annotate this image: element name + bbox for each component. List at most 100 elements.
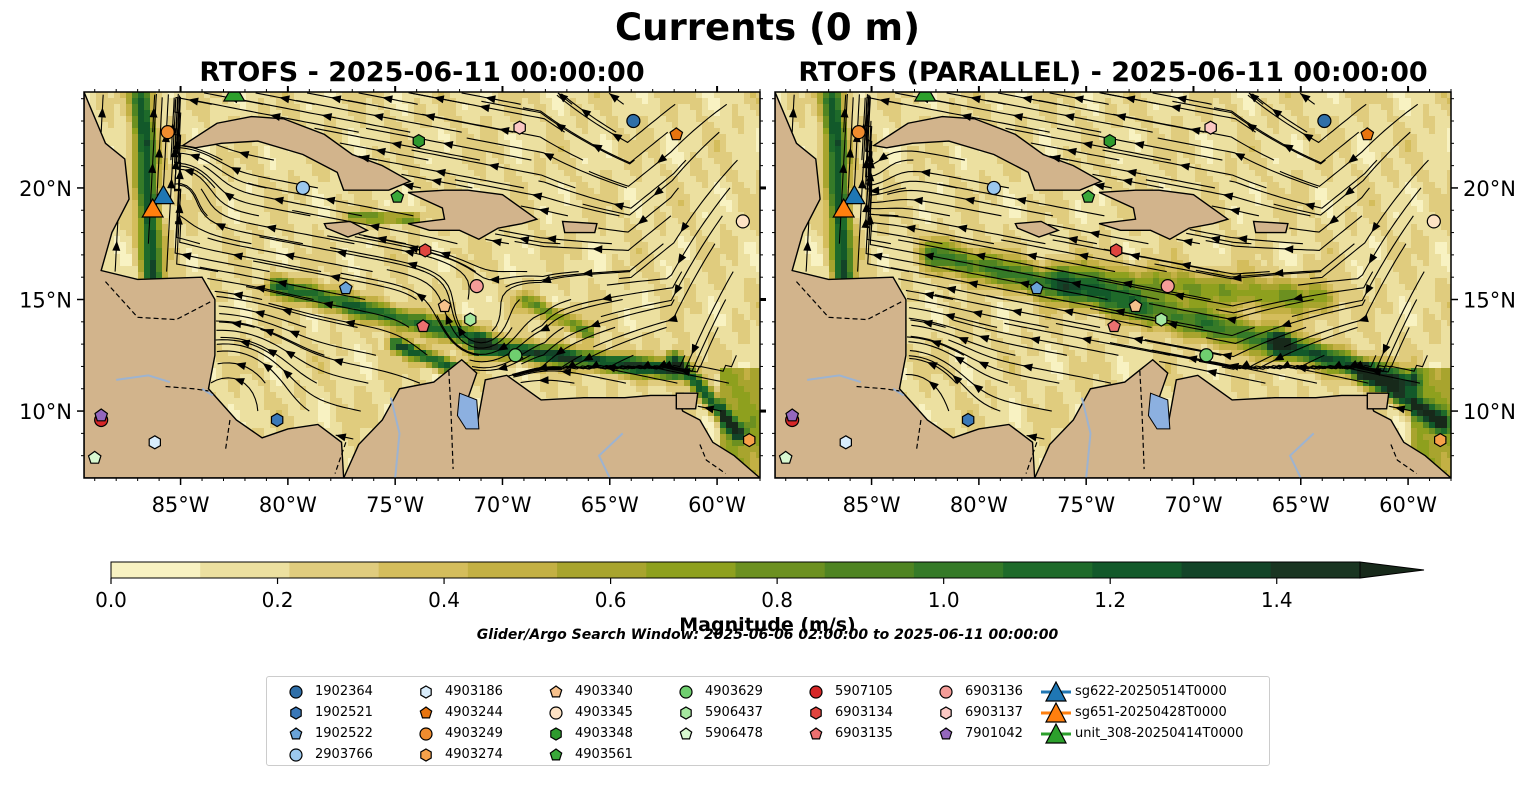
streamline-arrow bbox=[656, 153, 668, 164]
streamline-arrow bbox=[329, 273, 341, 282]
streamline-arrow bbox=[967, 280, 979, 289]
colorbar-bin bbox=[1181, 562, 1272, 578]
streamline-arrow bbox=[840, 107, 849, 118]
streamline-arrow bbox=[923, 252, 935, 261]
colorbar-tick-label: 0.0 bbox=[95, 588, 127, 612]
streamline-arrow bbox=[637, 214, 649, 225]
legend-item: 4903274 bbox=[407, 744, 503, 765]
streamline-arrow bbox=[1283, 245, 1294, 254]
streamline-arrow bbox=[956, 224, 968, 233]
streamline-arrow bbox=[254, 310, 265, 318]
land bbox=[180, 115, 412, 191]
colorbar-extend bbox=[1359, 561, 1425, 579]
legend-label: 5906437 bbox=[705, 705, 763, 720]
streamline-arrow bbox=[234, 378, 245, 386]
map-panel-left: 85°W 80°W 75°W 70°W 65°W 60°W 20°N 15°N 10°N bbox=[19, 86, 766, 517]
lake bbox=[1147, 392, 1171, 430]
colorbar-tick-label: 0.8 bbox=[761, 588, 793, 612]
pentagon-marker-icon bbox=[927, 723, 965, 744]
streamline-arrow bbox=[539, 323, 551, 332]
streamline-arrow bbox=[230, 167, 242, 175]
streamline-arrow bbox=[601, 293, 612, 302]
streamline-arrow bbox=[235, 362, 247, 370]
streamline-arrow bbox=[359, 154, 370, 163]
streamline-arrow bbox=[609, 93, 620, 103]
land bbox=[1252, 220, 1289, 234]
marker-4903345 bbox=[1426, 214, 1441, 229]
streamline-arrow bbox=[1358, 314, 1369, 323]
streamline-arrow bbox=[1094, 182, 1105, 191]
streamline-arrow bbox=[613, 202, 625, 211]
streamline-arrow bbox=[1302, 133, 1314, 142]
border bbox=[225, 419, 231, 450]
streamline-arrow bbox=[433, 95, 445, 104]
colorbar-bin bbox=[289, 562, 380, 578]
glider-sg651-20250428T0000 bbox=[141, 197, 165, 218]
marker-1902364 bbox=[626, 113, 641, 129]
lon-tick-label: 70°W bbox=[473, 493, 531, 517]
streamline-arrow bbox=[877, 152, 889, 162]
streamline-arrow bbox=[1280, 319, 1292, 328]
legend-item: sg651-20250428T0000 bbox=[1037, 702, 1243, 723]
colorbar-tick-label: 0.4 bbox=[428, 588, 460, 612]
streamline-arrow bbox=[1050, 154, 1061, 163]
streamline-arrow bbox=[945, 285, 957, 294]
streamline-arrow bbox=[978, 361, 989, 370]
land bbox=[323, 220, 370, 238]
streamline-arrow bbox=[1066, 147, 1077, 156]
legend-item: 6903135 bbox=[797, 723, 893, 744]
marker-4903340 bbox=[1128, 298, 1143, 313]
streamline-arrow bbox=[1082, 141, 1093, 149]
streamline-arrow bbox=[332, 358, 344, 366]
marker-6903136 bbox=[469, 279, 484, 294]
legend-label: 6903136 bbox=[965, 684, 1023, 699]
river bbox=[807, 374, 862, 384]
streamline-arrow bbox=[839, 162, 848, 174]
streamline-arrow bbox=[497, 363, 508, 372]
pentagon-marker-icon bbox=[797, 723, 835, 744]
legend-label: 1902521 bbox=[315, 705, 373, 720]
land bbox=[84, 92, 345, 478]
streamline-arrow bbox=[344, 319, 356, 328]
streamline-arrow bbox=[1221, 352, 1233, 361]
streamline-arrow bbox=[1167, 321, 1178, 329]
river bbox=[389, 397, 401, 478]
streamline-arrow bbox=[1064, 113, 1075, 121]
marker-6903137 bbox=[513, 120, 526, 135]
search-window-text: Glider/Argo Search Window: 2025-06-06 02… bbox=[476, 627, 1059, 643]
colorbar-bin bbox=[200, 562, 290, 578]
streamline-arrow bbox=[1347, 153, 1359, 164]
legend: 1902364 1902521 1902522 2903766 4903186 49032… bbox=[266, 676, 1270, 766]
land bbox=[675, 392, 699, 410]
streamline-arrow bbox=[1231, 273, 1242, 282]
streamline-arrow bbox=[181, 252, 192, 261]
hexagon-marker-icon bbox=[277, 702, 315, 723]
colorbar-bin bbox=[824, 562, 915, 578]
streamline-arrow bbox=[112, 240, 121, 251]
streamline-arrow bbox=[869, 186, 880, 195]
pentagon-marker-icon bbox=[277, 723, 315, 744]
streamline-arrow bbox=[1073, 95, 1084, 104]
border bbox=[334, 442, 347, 474]
colorbar-bin bbox=[1003, 562, 1093, 578]
pentagon-marker-icon bbox=[667, 723, 705, 744]
streamline-arrow bbox=[403, 249, 415, 257]
streamline-arrow bbox=[538, 376, 549, 385]
colorbar-bin bbox=[378, 562, 469, 578]
streamline-arrow bbox=[865, 151, 874, 163]
streamline-arrow bbox=[1019, 280, 1030, 289]
streamline-arrow bbox=[653, 186, 664, 196]
marker-4903348 bbox=[1103, 133, 1117, 149]
streamline-arrow bbox=[1070, 280, 1082, 289]
legend-item: 4903186 bbox=[407, 681, 503, 702]
streamline-arrow bbox=[611, 133, 623, 142]
legend-label: 4903274 bbox=[445, 747, 503, 762]
streamline-arrow bbox=[589, 319, 601, 328]
legend-column: 4903340 4903345 4903348 4903561 bbox=[537, 681, 633, 765]
streamline-arrow bbox=[232, 252, 244, 261]
streamline-arrow bbox=[538, 207, 550, 216]
lon-tick-label: 65°W bbox=[1272, 493, 1330, 517]
streamline-arrow bbox=[1271, 108, 1283, 118]
streamline-arrow bbox=[905, 224, 916, 233]
colorbar-tick-label: 0.6 bbox=[595, 588, 627, 612]
